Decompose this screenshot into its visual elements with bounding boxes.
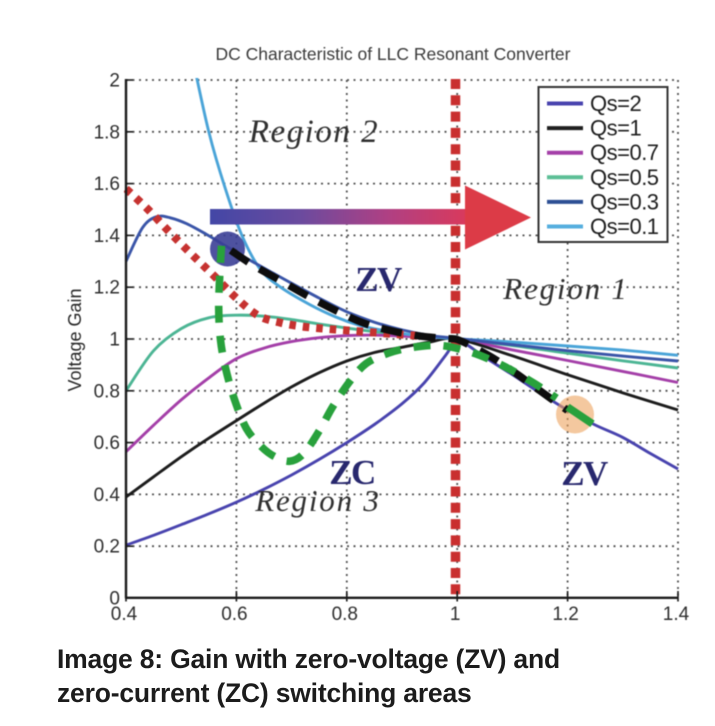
svg-text:0.4: 0.4: [111, 604, 138, 625]
svg-text:Voltage Gain: Voltage Gain: [65, 288, 85, 391]
svg-text:Region 2: Region 2: [248, 114, 379, 150]
svg-text:Qs=0.1: Qs=0.1: [590, 214, 659, 239]
svg-text:Region 3: Region 3: [254, 483, 380, 518]
svg-text:1.2: 1.2: [94, 278, 120, 299]
svg-text:1.4: 1.4: [663, 604, 690, 625]
svg-text:1.4: 1.4: [94, 226, 121, 247]
svg-text:0.8: 0.8: [332, 604, 358, 625]
svg-text:ZC: ZC: [329, 453, 375, 492]
svg-text:0.8: 0.8: [94, 381, 120, 402]
svg-text:1.2: 1.2: [552, 604, 578, 625]
svg-text:1: 1: [109, 330, 120, 351]
svg-text:Qs=0.3: Qs=0.3: [590, 189, 659, 214]
svg-text:0.6: 0.6: [94, 433, 120, 454]
svg-text:Region 1: Region 1: [502, 271, 628, 306]
svg-text:Qs=0.7: Qs=0.7: [590, 140, 659, 165]
svg-text:0: 0: [109, 589, 120, 610]
svg-text:1.8: 1.8: [94, 122, 120, 143]
svg-text:0.4: 0.4: [94, 485, 121, 506]
svg-text:1: 1: [450, 604, 461, 625]
svg-text:ZV: ZV: [355, 260, 402, 299]
svg-text:Qs=2: Qs=2: [590, 91, 641, 116]
svg-text:DC Characteristic of LLC Reson: DC Characteristic of LLC Resonant Conver…: [215, 44, 570, 64]
svg-text:Qs=1: Qs=1: [590, 116, 641, 141]
svg-text:0.6: 0.6: [221, 604, 247, 625]
svg-text:1.6: 1.6: [94, 174, 120, 195]
svg-text:2: 2: [109, 71, 120, 92]
svg-text:ZV: ZV: [561, 454, 608, 493]
svg-text:Qs=0.5: Qs=0.5: [590, 165, 659, 190]
svg-text:0.2: 0.2: [94, 537, 120, 558]
